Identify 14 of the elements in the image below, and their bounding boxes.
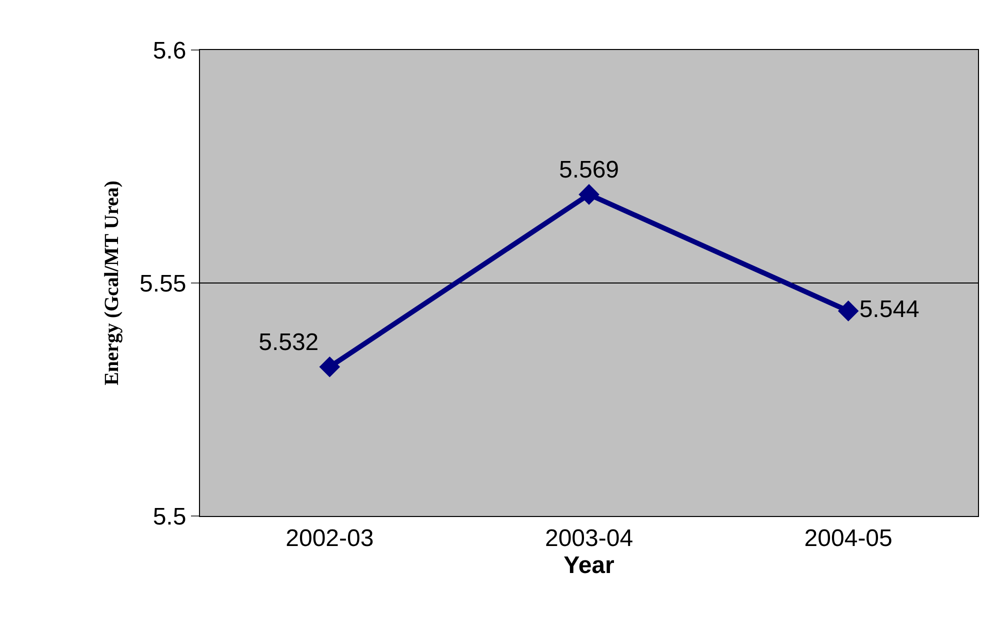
- y-axis-title: Energy (Gcal/MT Urea): [100, 180, 123, 386]
- x-tick-label: 2004-05: [804, 524, 892, 552]
- y-tick-label: 5.6: [152, 37, 186, 64]
- point: [319, 356, 340, 378]
- x-axis-title: Year: [564, 552, 614, 580]
- data-label: 5.569: [558, 156, 620, 184]
- y-tick-label: 5.55: [139, 270, 186, 298]
- y-tick-label: 5.5: [152, 503, 186, 530]
- data-label: 5.544: [859, 296, 920, 323]
- point: [838, 300, 859, 322]
- data-label: 5.532: [258, 328, 319, 356]
- x-tick-label: 2002-03: [286, 524, 374, 552]
- point: [578, 184, 600, 205]
- x-tick-label: 2003-04: [544, 524, 634, 552]
